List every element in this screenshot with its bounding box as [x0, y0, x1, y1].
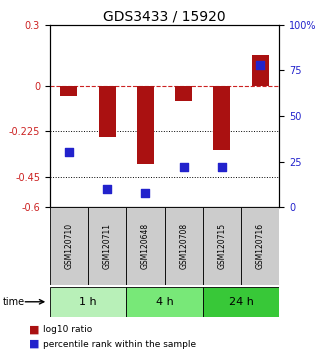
Bar [60, 86, 77, 96]
Bar [203, 207, 241, 285]
Text: GSM120648: GSM120648 [141, 223, 150, 269]
Bar [50, 207, 88, 285]
Text: log10 ratio: log10 ratio [43, 325, 92, 335]
Bar [164, 207, 203, 285]
Text: 1 h: 1 h [79, 297, 97, 307]
Text: GSM120711: GSM120711 [103, 223, 112, 269]
Bar [175, 86, 192, 101]
Title: GDS3433 / 15920: GDS3433 / 15920 [103, 10, 226, 24]
Bar [137, 86, 154, 164]
Bar [241, 207, 279, 285]
Text: time: time [3, 297, 25, 307]
Text: ■: ■ [29, 339, 39, 349]
Point [257, 62, 263, 68]
Text: GSM120708: GSM120708 [179, 223, 188, 269]
Point [66, 149, 72, 155]
Bar [99, 86, 116, 137]
Text: percentile rank within the sample: percentile rank within the sample [43, 339, 196, 349]
Text: 24 h: 24 h [229, 297, 254, 307]
Bar [126, 287, 203, 317]
Bar [126, 207, 164, 285]
Bar [203, 287, 279, 317]
Bar [50, 287, 126, 317]
Bar [213, 86, 230, 150]
Point [181, 164, 186, 170]
Bar [252, 55, 269, 86]
Bar [88, 207, 126, 285]
Text: ■: ■ [29, 325, 39, 335]
Text: 4 h: 4 h [156, 297, 173, 307]
Text: GSM120716: GSM120716 [256, 223, 265, 269]
Point [105, 186, 110, 192]
Text: GSM120710: GSM120710 [65, 223, 74, 269]
Point [219, 164, 224, 170]
Text: GSM120715: GSM120715 [217, 223, 226, 269]
Point [143, 190, 148, 195]
